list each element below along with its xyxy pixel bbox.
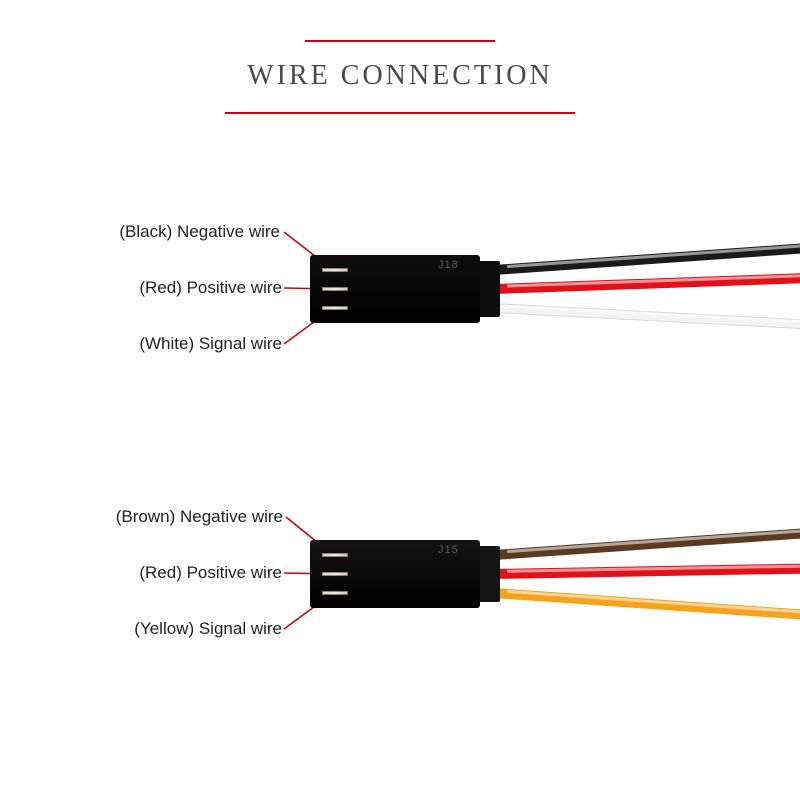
label-top-2: (White) Signal wire xyxy=(70,334,282,354)
title-block: WIRE CONNECTION xyxy=(225,0,575,114)
wire-bottom-0 xyxy=(494,527,800,560)
title-rule-bottom xyxy=(225,112,575,114)
label-bottom-1: (Red) Positive wire xyxy=(72,563,282,583)
wire-top-0 xyxy=(494,242,800,275)
pin-bottom-0 xyxy=(322,553,348,557)
label-top-0: (Black) Negative wire xyxy=(40,222,280,242)
label-top-1: (Red) Positive wire xyxy=(72,278,282,298)
pin-top-0 xyxy=(322,268,348,272)
connector-top-marking: J18 xyxy=(438,259,459,271)
label-bottom-0: (Brown) Negative wire xyxy=(28,507,283,527)
wire-top-1 xyxy=(494,272,800,294)
wire-bottom-1 xyxy=(494,563,800,579)
callout-lines xyxy=(0,0,800,800)
connector-bottom-marking: J15 xyxy=(438,544,459,556)
pin-top-1 xyxy=(322,287,348,291)
wire-top-2 xyxy=(494,303,800,330)
pin-top-2 xyxy=(322,306,348,310)
label-bottom-2: (Yellow) Signal wire xyxy=(60,619,282,639)
title-text: WIRE CONNECTION xyxy=(225,60,575,92)
pin-bottom-1 xyxy=(322,572,348,576)
wire-bottom-2 xyxy=(494,588,800,621)
title-rule-top xyxy=(305,40,495,42)
pin-bottom-2 xyxy=(322,591,348,595)
